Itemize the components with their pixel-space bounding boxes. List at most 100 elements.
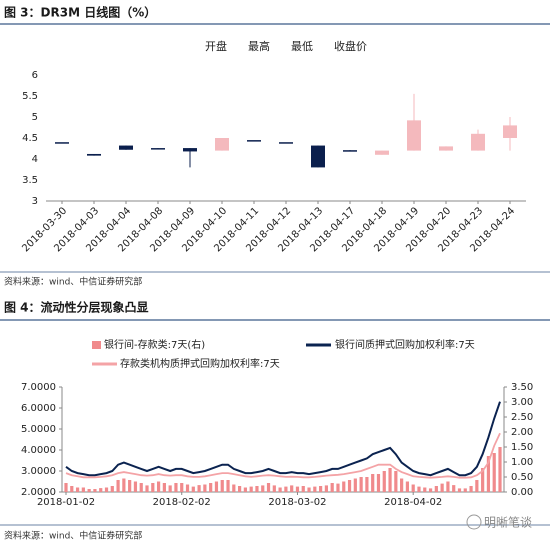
bar	[307, 487, 311, 492]
candle-body	[279, 142, 293, 144]
bar	[261, 485, 265, 492]
source: 资料来源：wind、中信证券研究部	[4, 530, 142, 542]
y2-tick-label: 0.50	[511, 472, 533, 483]
y-tick-label: 7.0000	[21, 382, 56, 393]
bar	[469, 486, 473, 492]
x-tick-label: 2018-01-02	[37, 497, 95, 508]
y2-tick-label: 0.00	[511, 487, 533, 498]
bar	[70, 486, 74, 492]
bar	[400, 478, 404, 492]
bar	[446, 481, 450, 492]
bar	[301, 486, 305, 492]
bar	[457, 488, 462, 492]
bar	[284, 486, 288, 492]
bar	[151, 483, 155, 492]
bar	[295, 486, 300, 492]
bar	[388, 468, 392, 492]
bar	[359, 477, 363, 492]
bar	[481, 468, 485, 492]
y-tick-label: 3	[32, 196, 38, 207]
bar	[128, 480, 132, 492]
bar	[116, 480, 120, 492]
candle-body	[471, 133, 485, 151]
bar	[365, 477, 369, 492]
bar	[75, 487, 80, 492]
bar	[290, 485, 294, 492]
legend-label: 最低	[291, 40, 313, 53]
y-tick-label: 3.5	[22, 175, 38, 186]
bar	[463, 488, 467, 492]
bar	[434, 486, 438, 492]
figure-title: 图 4：流动性分层现象凸显	[4, 300, 149, 315]
bar	[319, 486, 323, 492]
y-tick-label: 5.0000	[21, 424, 56, 435]
bar	[342, 481, 346, 492]
bar	[209, 483, 213, 492]
bar	[423, 487, 427, 492]
legend-label: 开盘	[205, 39, 227, 53]
candle-body	[407, 120, 421, 151]
y2-tick-label: 1.00	[511, 457, 533, 468]
y-tick-label: 2.0000	[21, 487, 56, 498]
bar	[110, 486, 114, 492]
bar	[156, 481, 161, 492]
bar	[226, 480, 230, 492]
bar	[214, 481, 219, 492]
bar	[475, 480, 479, 492]
bar	[64, 483, 68, 492]
x-tick-label: 2018-02-02	[153, 497, 211, 508]
bar	[347, 480, 352, 492]
bar	[440, 483, 444, 492]
y2-tick-label: 3.00	[511, 397, 533, 408]
x-tick-label: 2018-03-02	[268, 497, 326, 508]
bar	[180, 483, 184, 492]
candle-body	[247, 140, 261, 142]
candle-body	[311, 145, 325, 168]
candle-body	[87, 153, 101, 156]
bar	[122, 478, 126, 492]
bar	[255, 486, 259, 492]
bar	[266, 483, 271, 492]
candle-body	[375, 150, 389, 155]
bar	[174, 483, 178, 492]
bar	[220, 480, 224, 492]
candle-body	[343, 150, 357, 152]
y-tick-label: 3.0000	[21, 466, 56, 477]
bar	[376, 474, 381, 492]
bar	[452, 485, 456, 492]
legend-label: 存款类机构质押式回购加权利率:7天	[120, 357, 280, 370]
y-tick-label: 5	[32, 112, 38, 123]
bar	[394, 471, 398, 492]
bar	[405, 481, 410, 492]
y-tick-label: 6	[32, 70, 38, 81]
bar	[133, 481, 138, 492]
y-tick-label: 4.5	[22, 133, 38, 144]
bar	[486, 456, 491, 492]
bar	[81, 487, 85, 492]
legend-label: 最高	[248, 39, 270, 53]
bar	[249, 486, 253, 492]
bar	[330, 483, 334, 492]
y-tick-label: 5.5	[22, 91, 38, 102]
line	[65, 432, 501, 479]
bar	[428, 488, 433, 492]
bar	[371, 474, 375, 492]
bar	[87, 489, 91, 492]
bar	[104, 487, 109, 492]
bar	[336, 483, 340, 492]
candle-body	[119, 145, 133, 150]
y-tick-label: 6.0000	[21, 403, 56, 414]
candle-body	[183, 148, 197, 152]
bar	[185, 484, 190, 492]
legend-swatch	[92, 341, 101, 349]
bar	[411, 484, 415, 492]
figure-title: 图 3：DR3M 日线图（%）	[4, 5, 156, 20]
bar	[162, 483, 166, 492]
source: 资料来源：wind、中信证券研究部	[4, 276, 142, 288]
y2-tick-label: 1.50	[511, 442, 533, 453]
candle-body	[55, 142, 69, 144]
bar	[498, 447, 502, 492]
bar	[93, 489, 97, 492]
bar	[313, 486, 317, 492]
